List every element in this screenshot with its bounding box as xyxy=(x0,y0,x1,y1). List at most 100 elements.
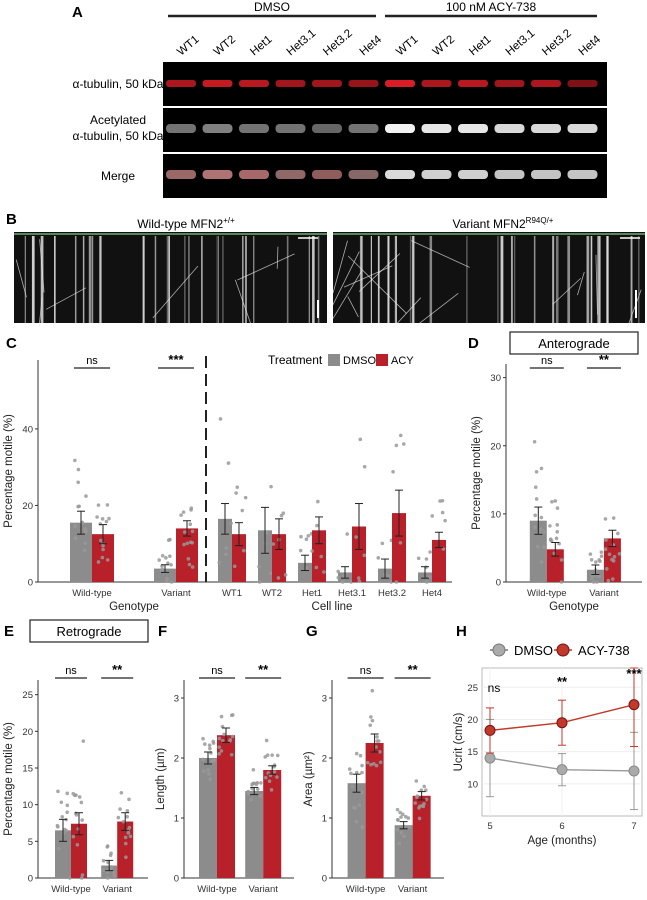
panel-g-chart: G 0 1 2 3 Area (µm²) Wild-type ns Variant ** xyxy=(303,623,444,895)
significance-label: ns xyxy=(211,665,223,677)
y-tick-label: 20 xyxy=(22,727,33,738)
bar-acy xyxy=(392,513,406,582)
band-merge xyxy=(202,170,233,179)
lane-labels: WT1 WT2 Het1 Het3.1 Het3.2 Het4 WT1 WT2 Het1 Het3… xyxy=(175,27,603,58)
lane-label: WT2 xyxy=(212,33,238,58)
y-tick-label: 1 xyxy=(174,814,179,825)
data-point xyxy=(484,752,496,764)
legend-swatch-dmso xyxy=(328,354,340,366)
y-tick-label: 10 xyxy=(490,509,501,520)
y-tick-label: 40 xyxy=(22,424,33,435)
lane-label: Het1 xyxy=(467,33,493,58)
legend-swatch-acy xyxy=(376,354,388,366)
band-acetylated xyxy=(458,124,488,133)
bar-dmso xyxy=(298,562,312,582)
bar-acy xyxy=(546,549,564,582)
kymograph-variant xyxy=(333,232,645,323)
x-axis-label: Age (months) xyxy=(527,835,596,847)
band-merge xyxy=(348,170,379,179)
title-box xyxy=(509,331,639,355)
data-point xyxy=(556,764,568,776)
x-tick-label: 5 xyxy=(487,821,492,832)
panel-letter-f: F xyxy=(158,623,167,640)
y-axis-label: Percentage motile (%) xyxy=(471,416,483,530)
panel-letter-e: E xyxy=(4,623,14,640)
y-axis-label: Ucrit (cm/s) xyxy=(453,712,465,771)
legend-label: ACY xyxy=(391,355,414,367)
band-alpha xyxy=(166,80,196,87)
y-tick-label: 0 xyxy=(322,874,327,885)
x-axis-label: Genotype xyxy=(549,601,599,612)
panel-c-chart: C 0 20 40 Percentage motile (%) Wild-type ns Va… xyxy=(3,335,452,612)
band-merge xyxy=(239,170,269,179)
x-tick-label: Variant xyxy=(161,588,191,599)
bar-dmso xyxy=(199,758,217,878)
y-tick-label: 3 xyxy=(174,694,179,705)
band-alpha xyxy=(458,80,488,87)
lane-label: WT1 xyxy=(175,33,201,58)
kymograph-right-title: Variant MFN2R94Q/+ xyxy=(453,216,554,231)
significance-label: ns xyxy=(360,665,372,677)
x-tick-label: Wild-type xyxy=(527,588,567,599)
x-tick-label: Variant xyxy=(589,588,619,599)
bar-dmso xyxy=(347,783,366,878)
panel-a-western-blot: A DMSO 100 nM ACY-738 WT1 WT2 Het1 Het3.1 He… xyxy=(72,0,607,198)
band-merge xyxy=(567,170,598,179)
band-acetylated xyxy=(494,124,525,133)
band-acetylated xyxy=(312,124,342,133)
bar-dmso xyxy=(154,568,176,582)
band-merge xyxy=(421,170,452,179)
panel-letter-b: B xyxy=(6,211,17,228)
legend-label: ACY-738 xyxy=(578,643,630,658)
band-alpha xyxy=(494,80,525,87)
x-axis-label-genotype: Genotype xyxy=(109,601,159,612)
row-label-acetylated-line2: α-tubulin, 50 kDa xyxy=(73,129,164,143)
data-point xyxy=(628,699,640,711)
x-tick-label: Variant xyxy=(102,884,132,895)
group-dmso-label: DMSO xyxy=(254,0,290,14)
band-acetylated xyxy=(421,124,452,133)
significance-label: ns xyxy=(541,355,553,367)
x-tick-label: Variant xyxy=(398,884,428,895)
band-acetylated xyxy=(275,124,306,133)
lane-label: Het3.2 xyxy=(321,27,355,58)
bar-acy xyxy=(263,770,282,878)
x-tick-label: Wild-type xyxy=(346,884,386,895)
legend-marker-dmso xyxy=(492,643,506,657)
x-tick-label: WT2 xyxy=(262,588,282,599)
y-tick-label: 20 xyxy=(490,441,501,452)
y-tick-label: 0 xyxy=(28,874,33,885)
band-merge xyxy=(531,170,561,179)
band-alpha xyxy=(348,80,379,87)
x-tick-label: Het3.1 xyxy=(338,588,366,599)
kymograph-left-title: Wild-type MFN2+/+ xyxy=(137,216,235,231)
bar-dmso xyxy=(529,520,547,582)
group-acy-label: 100 nM ACY-738 xyxy=(446,0,537,14)
y-tick-label: 25 xyxy=(467,683,478,694)
y-tick-label: 1 xyxy=(322,814,327,825)
legend-label: DMSO xyxy=(343,355,376,367)
significance-label: ns xyxy=(488,681,501,695)
band-alpha xyxy=(567,80,598,87)
x-tick-label: Het4 xyxy=(422,588,442,599)
lane-label: Het4 xyxy=(577,33,604,58)
band-merge xyxy=(494,170,525,179)
significance-label: ** xyxy=(557,674,568,689)
x-tick-label: Wild-type xyxy=(51,884,91,895)
band-alpha xyxy=(531,80,561,87)
y-tick-label: 0 xyxy=(174,874,179,885)
legend-label: DMSO xyxy=(514,643,553,658)
significance-label: ns xyxy=(65,665,77,677)
bar-acy xyxy=(412,795,431,878)
y-axis-label: Area (µm²) xyxy=(303,751,315,806)
y-tick-label: 2 xyxy=(174,754,179,765)
band-alpha xyxy=(312,80,342,87)
y-axis-label: Percentage motile (%) xyxy=(3,722,15,836)
y-tick-label: 20 xyxy=(22,501,33,512)
y-axis-label: Percentage motile (%) xyxy=(3,414,15,528)
y-tick-label: 30 xyxy=(490,373,501,384)
significance-label: ** xyxy=(408,662,419,677)
panel-b-kymographs: B Wild-type MFN2+/+ Variant MFN2R94Q/+ xyxy=(6,211,645,328)
acetylated-tubulin-bands xyxy=(166,124,598,133)
lane-label: Het3.1 xyxy=(504,27,538,58)
